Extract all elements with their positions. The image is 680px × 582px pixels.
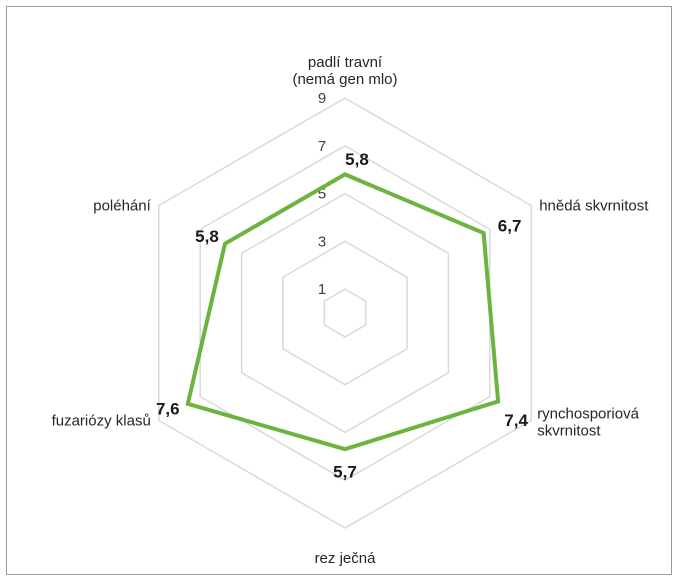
tick-label-3: 3 (318, 233, 326, 250)
axis-label-1: hnědá skvrnitost (539, 198, 649, 215)
tick-label-5: 5 (318, 186, 326, 203)
axis-label-3: rez ječná (315, 550, 377, 567)
grid-ring-1 (323, 288, 367, 338)
value-label-2: 7,4 (504, 411, 528, 430)
axis-label-0: padlí travní (nemá gen mlo) (292, 54, 397, 88)
tick-label-1: 1 (318, 281, 326, 298)
grid-ring-7 (199, 144, 491, 482)
tick-label-7: 7 (318, 138, 326, 155)
axis-label-2: rynchosporiová skvrnitost (537, 406, 639, 440)
grid-ring-9 (158, 97, 532, 529)
value-label-1: 6,7 (498, 216, 522, 235)
axis-label-5: poléhání (93, 198, 151, 215)
value-label-4: 7,6 (156, 399, 180, 418)
value-label-5: 5,8 (195, 227, 219, 246)
value-label-0: 5,8 (345, 150, 369, 169)
tick-label-9: 9 (318, 90, 326, 107)
value-label-3: 5,7 (333, 463, 357, 482)
grid-ring-5 (240, 192, 450, 434)
series-line-0 (185, 172, 501, 452)
grid-ring-3 (282, 240, 408, 386)
axis-label-4: fuzariózy klasů (52, 413, 151, 430)
